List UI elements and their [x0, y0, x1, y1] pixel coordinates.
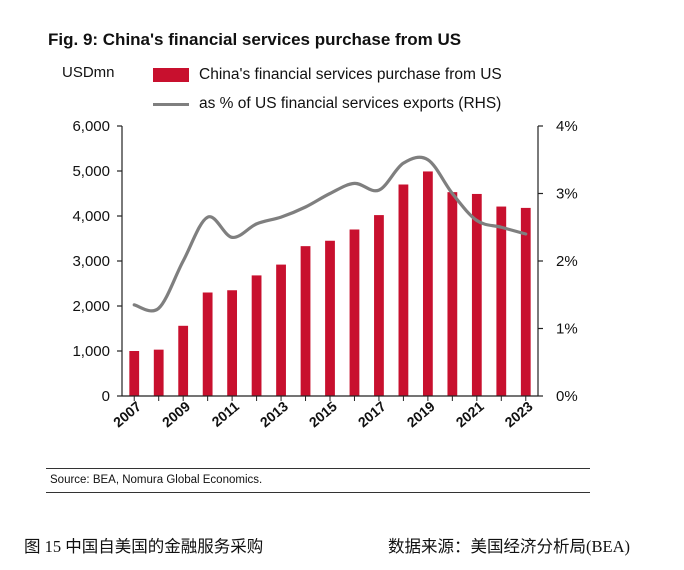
figure-caption: 图 15 中国自美国的金融服务采购 [24, 537, 264, 556]
bar-2018 [398, 184, 409, 396]
left-y-tick-label: 1,000 [72, 343, 110, 360]
bar-2020 [447, 192, 458, 396]
right-y-tick-label: 4% [556, 118, 578, 135]
left-axis-unit-label: USDmn [62, 64, 115, 81]
legend-bar-label: China's financial services purchase from… [199, 66, 502, 83]
bar-2009 [178, 325, 189, 396]
left-y-tick-label: 5,000 [72, 163, 110, 180]
legend-line-label: as % of US financial services exports (R… [199, 95, 502, 112]
bar-2017 [374, 215, 384, 396]
right-y-tick-label: 2% [556, 253, 578, 270]
bar-2021 [471, 193, 482, 396]
right-y-tick-label: 1% [556, 321, 578, 338]
source-note: Source: BEA, Nomura Global Economics. [50, 474, 263, 486]
x-tick-label: 2011 [208, 398, 242, 430]
left-y-tick-label: 2,000 [72, 298, 110, 315]
bar-2012 [251, 275, 262, 396]
x-tick-label: 2007 [110, 398, 144, 430]
legend-line-swatch [153, 102, 189, 106]
right-y-tick-label: 3% [556, 186, 578, 203]
bar-2011 [227, 290, 238, 396]
bar-2019 [422, 171, 433, 396]
bar-2013 [276, 264, 286, 396]
bar-2010 [202, 292, 213, 396]
right-y-tick-label: 0% [556, 388, 578, 405]
bottom-divider-line [46, 492, 590, 493]
bar-2015 [325, 240, 335, 396]
x-tick-label: 2021 [453, 398, 487, 430]
data-source-caption: 数据来源：美国经济分析局(BEA) [388, 537, 630, 556]
bar-2007 [129, 351, 140, 396]
chart-plot: 0 1,000 2,000 3,000 4,000 5,000 6,000 0% 1% 2% 3% 4… [72, 118, 578, 430]
bar-2022 [496, 206, 507, 396]
bar-2014 [300, 246, 311, 396]
chart-title: Fig. 9: China's financial services purch… [48, 30, 462, 49]
legend-item-line: as % of US financial services exports (R… [153, 94, 501, 114]
left-y-tick-label: 4,000 [72, 208, 110, 225]
x-tick-label: 2023 [502, 398, 536, 430]
x-tick-label: 2019 [404, 398, 438, 430]
series-line-pct-of-exports [132, 155, 528, 313]
left-y-tick-label: 3,000 [72, 253, 110, 270]
bar-2016 [349, 229, 360, 396]
x-tick-label: 2015 [306, 398, 340, 430]
bar-2023 [520, 207, 531, 396]
bar-2008 [153, 349, 164, 396]
x-tick-label: 2009 [159, 398, 193, 430]
source-divider-line [46, 468, 590, 469]
x-tick-label: 2013 [257, 398, 291, 430]
left-y-tick-label: 0 [102, 388, 110, 405]
left-y-tick-label: 6,000 [72, 118, 110, 135]
x-tick-label: 2017 [355, 398, 389, 430]
legend-bar-swatch [153, 68, 189, 82]
legend-item-bars: China's financial services purchase from… [153, 65, 502, 85]
